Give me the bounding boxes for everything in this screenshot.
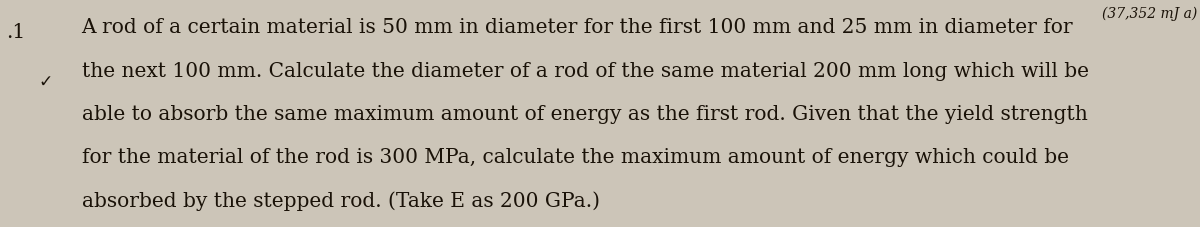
Text: ✓: ✓ — [38, 73, 53, 91]
Text: for the material of the rod is 300 MPa, calculate the maximum amount of energy w: for the material of the rod is 300 MPa, … — [82, 148, 1068, 166]
Text: absorbed by the stepped rod. (Take E as 200 GPa.): absorbed by the stepped rod. (Take E as … — [82, 191, 600, 210]
Text: A rod of a certain material is 50 mm in diameter for the first 100 mm and 25 mm : A rod of a certain material is 50 mm in … — [82, 18, 1073, 37]
Text: able to absorb the same maximum amount of energy as the first rod. Given that th: able to absorb the same maximum amount o… — [82, 104, 1087, 123]
Text: the next 100 mm. Calculate the diameter of a rod of the same material 200 mm lon: the next 100 mm. Calculate the diameter … — [82, 61, 1088, 80]
Text: .1: .1 — [6, 23, 25, 42]
Text: (37,352 mJ a): (37,352 mJ a) — [1103, 7, 1198, 21]
